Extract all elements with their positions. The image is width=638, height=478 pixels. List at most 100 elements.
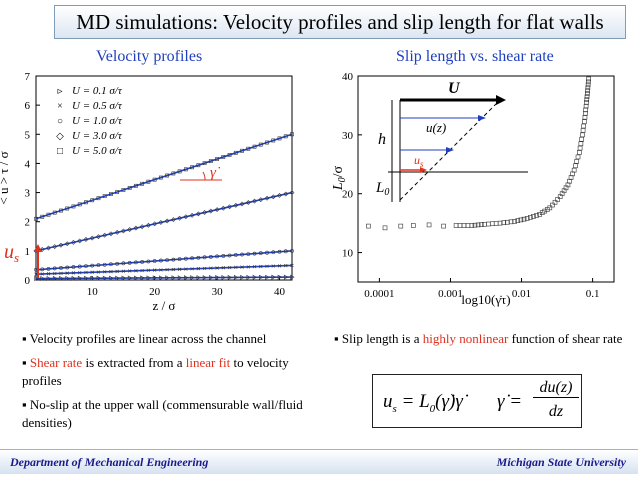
velocity-data-point [259,264,263,269]
left-ytick-label: 5 [25,129,31,141]
velocity-data-point [152,268,157,272]
velocity-data-point [53,271,57,276]
velocity-data-point [127,269,132,273]
velocity-data-point [189,212,195,218]
left-ytick-label: 4 [25,158,31,170]
left-ytick-label: 3 [25,188,31,200]
slip-data-point [577,145,583,151]
slip-data-point [565,182,571,188]
velocity-data-point [89,235,95,241]
velocity-data-point [46,272,51,276]
velocity-data-point [65,206,70,211]
velocity-data-point [120,228,126,234]
velocity-data-point [83,237,89,242]
velocity-data-point [109,275,114,281]
velocity-data-point [177,267,182,271]
right-xtick-label: 0.001 [438,288,463,300]
velocity-data-point [152,275,158,281]
slip-data-point [453,223,459,228]
velocity-data-point [84,200,88,205]
bullet-item: ▪ Shear rate is extracted from a linear … [22,354,322,390]
velocity-data-point [159,268,163,272]
velocity-data-point [221,155,226,159]
velocity-data-point [183,256,188,261]
right-ytick-label: 20 [342,189,354,201]
slip-data-point [586,79,591,85]
footer-department: Department of Mechanical Engineering [10,455,209,469]
velocity-data-point [215,266,219,270]
bullet-text: highly nonlinear [422,331,509,346]
velocity-data-point [246,274,251,280]
velocity-data-point [102,194,107,199]
legend-label: U = 0.1 σ/τ [72,85,123,97]
slip-data-point [501,220,507,226]
left-ytick-label: 7 [25,71,31,83]
velocity-data-point [246,265,251,269]
velocity-data-point [227,253,232,258]
velocity-data-point [71,265,76,269]
velocity-data-point [165,267,169,272]
inset-L0-label: L0 [375,180,389,198]
formula-gamma: γ̇ = [497,391,523,412]
slip-data-point [461,223,467,228]
velocity-data-point [102,232,108,238]
velocity-data-point [40,214,45,219]
velocity-data-point [115,261,120,266]
inset-U-label: U [448,80,461,97]
velocity-data-point [146,275,151,281]
velocity-data-point [271,250,276,255]
velocity-data-point [196,275,201,281]
velocity-data-point [59,266,63,270]
right-xtick-label: 0.1 [586,288,600,300]
bullet-marker-icon: ▪ [22,355,30,370]
velocity-data-point [184,275,189,281]
velocity-data-point [227,274,233,280]
velocity-data-point [258,274,264,280]
slip-data-point [583,103,589,109]
bullet-text: Slip length is a [341,331,423,346]
velocity-data-point [71,275,77,281]
velocity-data-point [115,190,120,194]
footer-university: Michigan State University [496,455,626,469]
slip-data-point [555,197,560,202]
velocity-data-point [109,269,113,274]
formula-lhs: us = L0(γ̇)γ̇ [383,391,463,415]
legend-marker-icon: ▹ [57,86,62,97]
velocity-data-point [277,274,283,280]
velocity-data-point [170,217,176,223]
velocity-data-point [171,257,176,262]
bullet-marker-icon: ▪ [334,331,342,346]
velocity-data-point [240,265,244,269]
right-x-axis-label: log10(γ̇τ) [461,292,510,307]
velocity-data-point [102,270,107,274]
slip-data-point [577,150,582,155]
slip-data-point [568,175,574,180]
velocity-data-point [277,264,282,268]
velocity-data-point [190,275,195,281]
footer-bar [0,449,638,474]
velocity-data-point [109,192,113,196]
slip-data-point [581,123,587,129]
left-ytick-label: 2 [25,217,31,229]
slip-data-point [552,199,558,205]
velocity-data-point [190,165,194,170]
legend-label: U = 3.0 σ/τ [72,130,123,142]
velocity-data-point [52,244,58,250]
left-ytick-label: 0 [25,275,31,287]
bullet-item: ▪ No-slip at the upper wall (commensurab… [22,396,322,432]
velocity-data-point [127,227,133,232]
slip-data-point [472,222,478,228]
bullet-item: ▪ Velocity profiles are linear across th… [22,330,322,348]
velocity-data-point [133,225,139,231]
velocity-data-point [258,197,264,203]
velocity-data-point [271,274,276,280]
velocity-data-point [58,242,64,248]
slip-data-point [382,225,388,231]
velocity-data-point [208,254,213,259]
slide-title-text: MD simulations: Velocity profiles and sl… [76,9,604,34]
gamma-label: γ̇ [210,165,221,181]
velocity-data-point [77,238,83,244]
slip-data-point [547,205,553,211]
velocity-data-point [221,254,226,258]
slip-data-point [582,119,587,124]
